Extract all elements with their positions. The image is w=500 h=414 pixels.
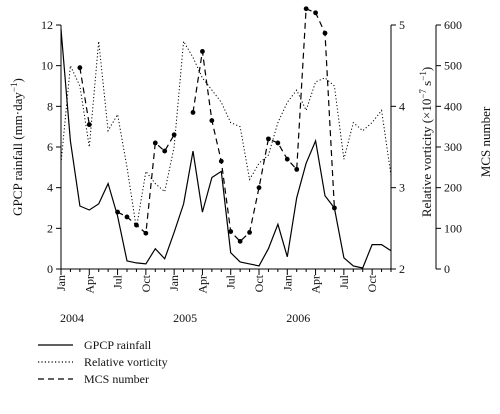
series-point-mcs-number — [124, 214, 130, 220]
series-point-mcs-number — [152, 140, 158, 146]
series-point-mcs-number — [200, 49, 205, 54]
left-axis-title-part: GPCP rainfall (mm·day — [10, 92, 25, 216]
series-point-mcs-number — [275, 140, 281, 146]
series-line-mcs-number — [192, 7, 335, 243]
right-outer-axis-title: MCS number — [478, 106, 493, 177]
x-tick-label: Jul — [224, 274, 238, 289]
x-tick-label: Jan — [280, 275, 294, 291]
series-group — [60, 6, 392, 269]
series-point-mcs-number — [143, 230, 149, 236]
series-point-mcs-number — [162, 148, 168, 154]
left-tick-label: 10 — [41, 59, 53, 73]
series-point-mcs-number — [247, 230, 252, 235]
series-point-mcs-number — [209, 118, 215, 123]
right-inner-axis-title-part: s — [419, 81, 434, 89]
right-outer-tick-label: 0 — [444, 262, 450, 276]
series-point-mcs-number — [218, 158, 224, 164]
right-outer-axis-title-part: MCS number — [478, 106, 493, 177]
right-outer-tick-label: 500 — [444, 59, 462, 73]
right-inner-axis-title-part: −7 — [418, 89, 428, 99]
series-point-mcs-number — [294, 166, 300, 172]
right-outer-tick-label: 400 — [444, 99, 462, 113]
legend-group: GPCP rainfall Relative vorticity MCS numbe… — [38, 338, 168, 386]
series-point-mcs-number — [332, 205, 337, 211]
year-label: 2005 — [173, 311, 197, 325]
right-inner-tick-label: 5 — [399, 18, 405, 32]
series-point-mcs-number — [171, 132, 177, 138]
left-tick-label: 8 — [47, 99, 53, 113]
left-tick-label: 4 — [47, 181, 53, 195]
right-inner-tick-label: 3 — [399, 181, 405, 195]
series-line-mcs-number — [79, 67, 90, 125]
right-outer-tick-label: 600 — [444, 18, 462, 32]
series-point-mcs-number — [77, 65, 83, 71]
left-tick-label: 0 — [47, 262, 53, 276]
right-inner-axis-title-part: −1 — [418, 71, 428, 81]
left-tick-label: 2 — [47, 221, 53, 235]
x-tick-label: Jan — [167, 275, 181, 291]
series-point-mcs-number — [313, 10, 318, 16]
right-inner-axis-title: Relative vorticity (×10−7 s−1) — [418, 67, 434, 217]
series-point-mcs-number — [237, 238, 243, 244]
x-tick-label: Oct — [252, 274, 266, 292]
series-point-mcs-number — [322, 30, 328, 36]
series-point-mcs-number — [86, 122, 92, 128]
series-point-mcs-number — [303, 6, 309, 12]
right-outer-tick-label: 200 — [444, 181, 462, 195]
right-inner-tick-label: 4 — [399, 99, 405, 113]
legend-label: GPCP rainfall — [84, 338, 152, 352]
left-axis-title: GPCP rainfall (mm·day−1) — [9, 78, 25, 216]
x-tick-label: Oct — [365, 274, 379, 292]
right-outer-tick-label: 300 — [444, 140, 462, 154]
series-point-mcs-number — [228, 229, 234, 234]
left-axis-title-part: −1 — [9, 83, 19, 93]
right-inner-tick-label: 2 — [399, 262, 405, 276]
legend-label: Relative vorticity — [84, 355, 168, 369]
series-point-mcs-number — [266, 136, 271, 142]
x-tick-label: Apr — [195, 275, 209, 294]
legend-label: MCS number — [84, 372, 149, 386]
x-tick-label: Jan — [54, 275, 68, 291]
series-point-mcs-number — [115, 209, 120, 215]
left-tick-label: 6 — [47, 140, 53, 154]
series-point-mcs-number — [134, 222, 139, 228]
x-tick-label: Jul — [337, 274, 351, 289]
year-label: 2004 — [60, 311, 84, 325]
series-line-gpcp-rainfall — [60, 29, 392, 269]
year-label: 2006 — [286, 311, 310, 325]
series-point-mcs-number — [190, 110, 196, 115]
right-outer-tick-label: 100 — [444, 221, 462, 235]
right-inner-axis-title-part: ) — [419, 67, 434, 71]
left-tick-label: 12 — [41, 18, 53, 32]
left-axis-title-part: ) — [10, 78, 25, 82]
x-tick-label: Oct — [139, 274, 153, 292]
x-tick-label: Apr — [82, 275, 96, 294]
x-tick-label: Apr — [309, 275, 323, 294]
series-point-mcs-number — [284, 156, 290, 162]
series-point-mcs-number — [256, 185, 262, 191]
right-inner-axis-title-part: Relative vorticity (×10 — [419, 99, 434, 218]
axes-group: 0 2 4 6 8 10 12 2 3 4 5 0 100 200 300 400 500 600 Jan Apr Ju… — [9, 18, 493, 325]
x-tick-label: Jul — [111, 274, 125, 289]
